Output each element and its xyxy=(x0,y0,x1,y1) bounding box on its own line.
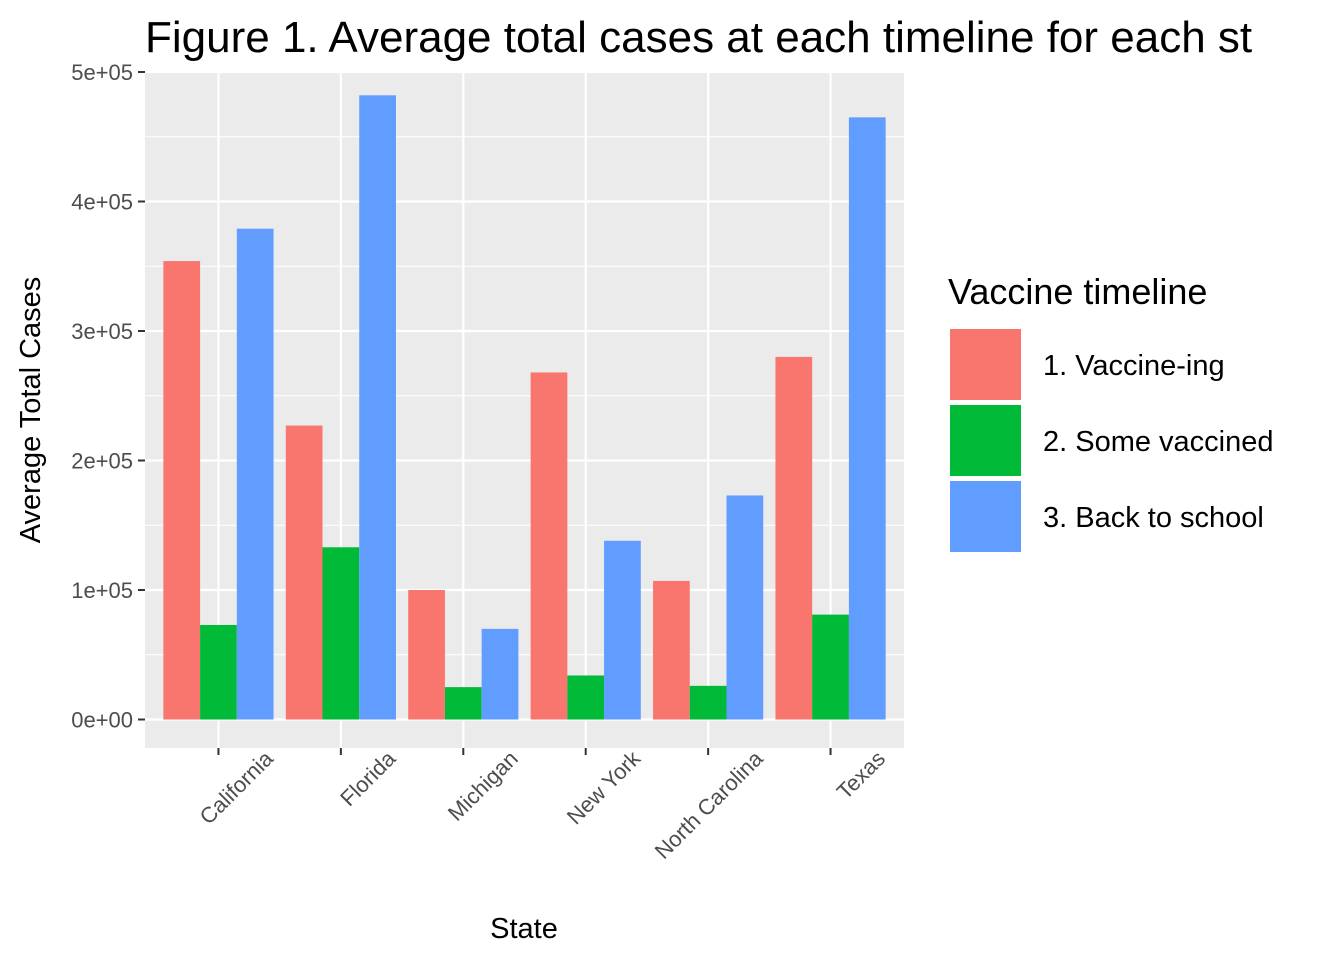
bar xyxy=(775,356,813,720)
bar xyxy=(530,372,568,720)
bar xyxy=(604,540,641,720)
bar xyxy=(653,580,690,720)
x-tick-label: New York xyxy=(562,745,646,829)
chart-title: Figure 1. Average total cases at each ti… xyxy=(145,13,1252,62)
y-tick-label: 0e+00 xyxy=(71,708,133,733)
bar xyxy=(812,614,849,720)
y-tick-label: 5e+05 xyxy=(71,60,133,85)
y-tick-label: 2e+05 xyxy=(71,449,133,474)
y-axis: 0e+00 1e+05 2e+05 3e+05 4e+05 5e+05 xyxy=(71,60,145,733)
legend-swatch xyxy=(950,329,1021,400)
legend-label: 1. Vaccine-ing xyxy=(1043,350,1225,382)
legend: Vaccine timeline 1. Vaccine-ing 2. Some v… xyxy=(948,271,1274,554)
x-axis-label: State xyxy=(490,913,558,945)
bar xyxy=(726,495,764,720)
bar xyxy=(408,590,445,720)
bar xyxy=(163,261,201,720)
bar xyxy=(236,228,274,720)
bar xyxy=(200,624,237,720)
y-tick-label: 1e+05 xyxy=(71,578,133,603)
bar xyxy=(359,95,396,720)
legend-label: 2. Some vaccined xyxy=(1043,426,1274,458)
legend-swatch xyxy=(950,405,1021,476)
bar xyxy=(567,675,605,720)
x-tick-label: Michigan xyxy=(443,746,523,826)
x-tick-label: North Carolina xyxy=(650,745,769,864)
bar xyxy=(285,425,323,720)
bars xyxy=(163,95,886,720)
legend-title: Vaccine timeline xyxy=(948,271,1207,312)
bar xyxy=(848,117,886,720)
bar xyxy=(444,687,482,720)
bar xyxy=(322,547,360,720)
x-tick-label: Florida xyxy=(335,745,401,811)
y-tick-label: 3e+05 xyxy=(71,319,133,344)
x-tick-label: Texas xyxy=(832,746,890,804)
y-axis-label: Average Total Cases xyxy=(15,277,47,544)
legend-label: 3. Back to school xyxy=(1043,502,1264,534)
y-tick-label: 4e+05 xyxy=(71,190,133,215)
legend-swatch xyxy=(950,481,1021,552)
bar xyxy=(481,628,519,720)
x-tick-label: California xyxy=(195,745,279,829)
x-axis: California Florida Michigan New York North C… xyxy=(195,745,890,864)
bar xyxy=(689,685,727,720)
